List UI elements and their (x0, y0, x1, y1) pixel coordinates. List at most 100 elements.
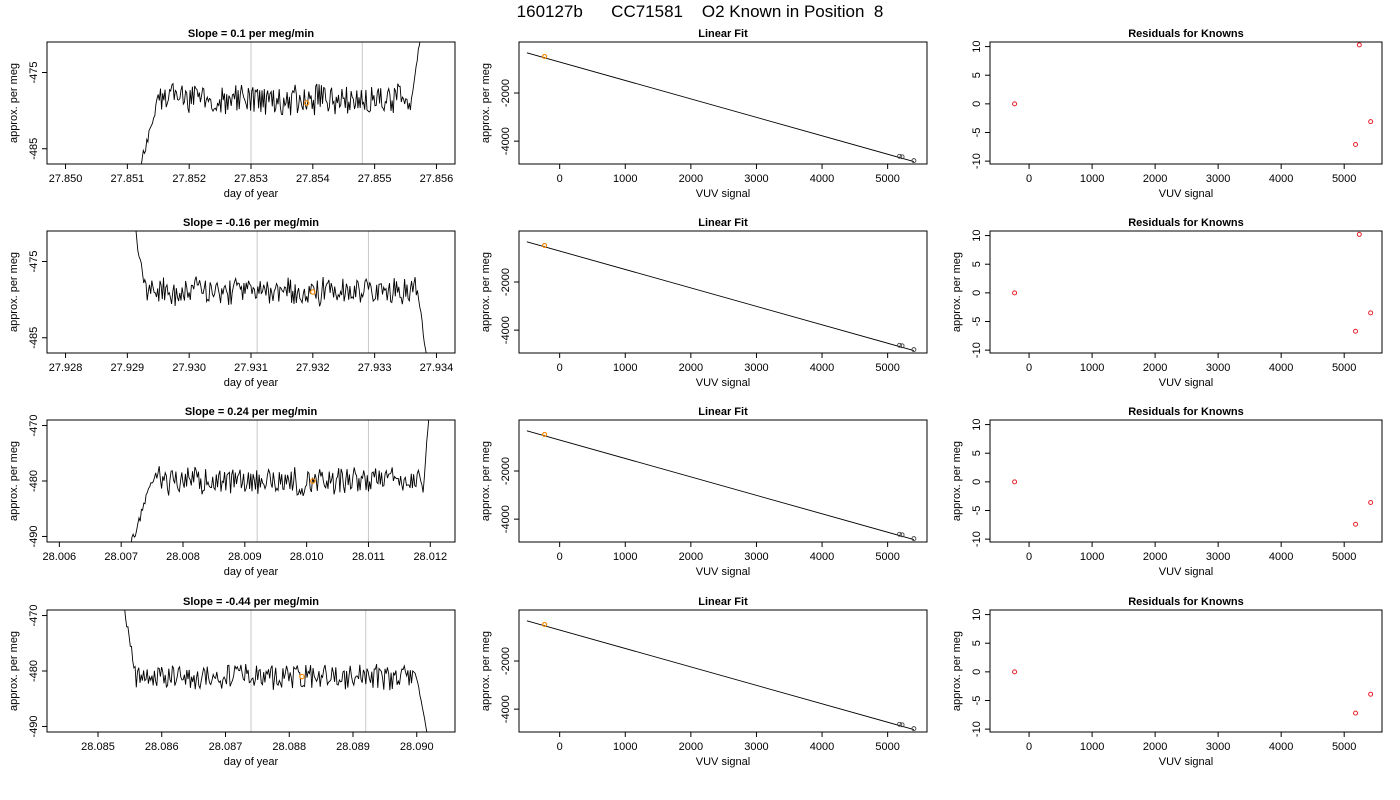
x-axis-label: day of year (224, 756, 279, 768)
data-point (899, 722, 905, 728)
data-point (897, 342, 902, 348)
data-point (899, 343, 905, 349)
y-tick-label: 0 (971, 669, 983, 675)
y-tick-label: 5 (971, 72, 983, 78)
chart-panel-6: Residuals for Knowns 0 1000 2000 3000 4000 500… (951, 217, 1383, 389)
fit-line (526, 52, 915, 163)
data-point (899, 154, 905, 160)
x-tick-label: 3000 (1206, 551, 1230, 563)
x-tick-label: 1000 (1080, 173, 1104, 185)
x-tick-label: 2000 (679, 173, 703, 185)
residual-point (1353, 521, 1359, 527)
plot-frame (46, 609, 456, 733)
page-title: 160127b CC71581 O2 Known in Position 8 (516, 2, 884, 21)
chart-panel-3: Residuals for Knowns 0 1000 2000 3000 4000 500… (971, 28, 1383, 200)
x-tick-label: 28.012 (413, 551, 447, 563)
y-tick-label: -490 (28, 525, 40, 547)
residual-point (1353, 710, 1359, 716)
x-tick-label: 0 (557, 173, 563, 185)
x-axis-label: day of year (224, 377, 279, 389)
y-tick-label: -10 (971, 531, 983, 547)
x-tick-label: 27.854 (296, 173, 330, 185)
chart-panel-1: Slope = 0.1 per meg/min 27.850 27.851 27.85… (8, 28, 456, 200)
x-tick-label: 2000 (1143, 741, 1167, 753)
y-tick-label: 5 (971, 450, 983, 456)
x-axis-label: VUV signal (1159, 188, 1213, 200)
y-tick-label: -5 (971, 128, 983, 138)
y-tick-label: -480 (28, 660, 40, 682)
x-tick-label: 27.933 (358, 362, 392, 374)
x-tick-label: 4000 (810, 551, 834, 563)
x-axis-label: VUV signal (1159, 377, 1213, 389)
x-tick-label: 5000 (875, 362, 899, 374)
plot-frame (518, 609, 928, 733)
x-tick-label: 3000 (744, 741, 768, 753)
x-tick-label: 28.010 (290, 551, 324, 563)
plot-area (1012, 669, 1374, 716)
plot-frame (46, 419, 456, 543)
data-point (897, 153, 902, 159)
y-tick-label: -470 (28, 605, 40, 627)
y-axis-label: approx. per meg (8, 441, 20, 521)
data-point (911, 158, 917, 164)
residual-point (1368, 310, 1374, 316)
x-tick-label: 27.931 (234, 362, 268, 374)
x-axis-label: day of year (224, 188, 279, 200)
data-point (911, 726, 917, 732)
y-tick-label: -2000 (500, 647, 512, 675)
y-tick-label: -4000 (500, 695, 512, 723)
y-axis-label: approx. per meg (480, 63, 492, 143)
residual-point (1012, 290, 1018, 296)
mean-marker (303, 100, 310, 106)
x-tick-label: 5000 (1332, 173, 1356, 185)
chart-panel-4: Slope = -0.16 per meg/min 27.928 27.929 27.… (8, 217, 456, 389)
x-tick-label: 3000 (1206, 741, 1230, 753)
y-tick-label: -480 (28, 470, 40, 492)
y-tick-label: 0 (971, 479, 983, 485)
chart-title: Slope = -0.16 per meg/min (183, 217, 319, 229)
plot-area (526, 430, 917, 542)
residual-point (1353, 142, 1359, 148)
residual-point (1356, 231, 1362, 237)
y-tick-label: 10 (971, 229, 983, 241)
unknown-marker (541, 431, 548, 438)
plot-area (1012, 42, 1374, 148)
x-tick-label: 1000 (613, 741, 637, 753)
x-tick-label: 1000 (1080, 362, 1104, 374)
x-tick-label: 28.088 (272, 741, 306, 753)
y-axis-label: approx. per meg (480, 441, 492, 521)
x-tick-label: 0 (1026, 551, 1032, 563)
x-tick-label: 3000 (744, 362, 768, 374)
residual-point (1012, 479, 1018, 485)
plot-frame (46, 230, 456, 354)
x-tick-label: 28.008 (166, 551, 200, 563)
x-tick-label: 3000 (1206, 173, 1230, 185)
y-tick-label: -10 (971, 721, 983, 737)
chart-title: Residuals for Knowns (1128, 217, 1244, 229)
y-tick-label: -4000 (500, 316, 512, 344)
y-axis-label: approx. per meg (951, 631, 963, 711)
x-tick-label: 1000 (613, 551, 637, 563)
x-tick-label: 28.086 (145, 741, 179, 753)
data-trace (131, 420, 430, 542)
mean-marker (310, 289, 316, 295)
fit-line (526, 620, 915, 731)
y-tick-label: 5 (971, 640, 983, 646)
x-tick-label: 1000 (1080, 741, 1104, 753)
y-tick-label: -485 (28, 327, 40, 349)
x-axis-label: VUV signal (696, 756, 750, 768)
plot-frame (989, 230, 1383, 354)
x-tick-label: 2000 (1143, 551, 1167, 563)
x-tick-label: 28.007 (104, 551, 138, 563)
x-tick-label: 2000 (1143, 362, 1167, 374)
x-axis-label: VUV signal (696, 566, 750, 578)
plot-area (1012, 479, 1374, 527)
residual-point (1368, 119, 1374, 125)
data-trace (141, 42, 421, 164)
y-tick-label: 10 (971, 40, 983, 52)
chart-title: Residuals for Knowns (1128, 596, 1244, 608)
x-tick-label: 28.087 (209, 741, 243, 753)
y-tick-label: -470 (28, 415, 40, 437)
x-tick-label: 28.089 (336, 741, 370, 753)
